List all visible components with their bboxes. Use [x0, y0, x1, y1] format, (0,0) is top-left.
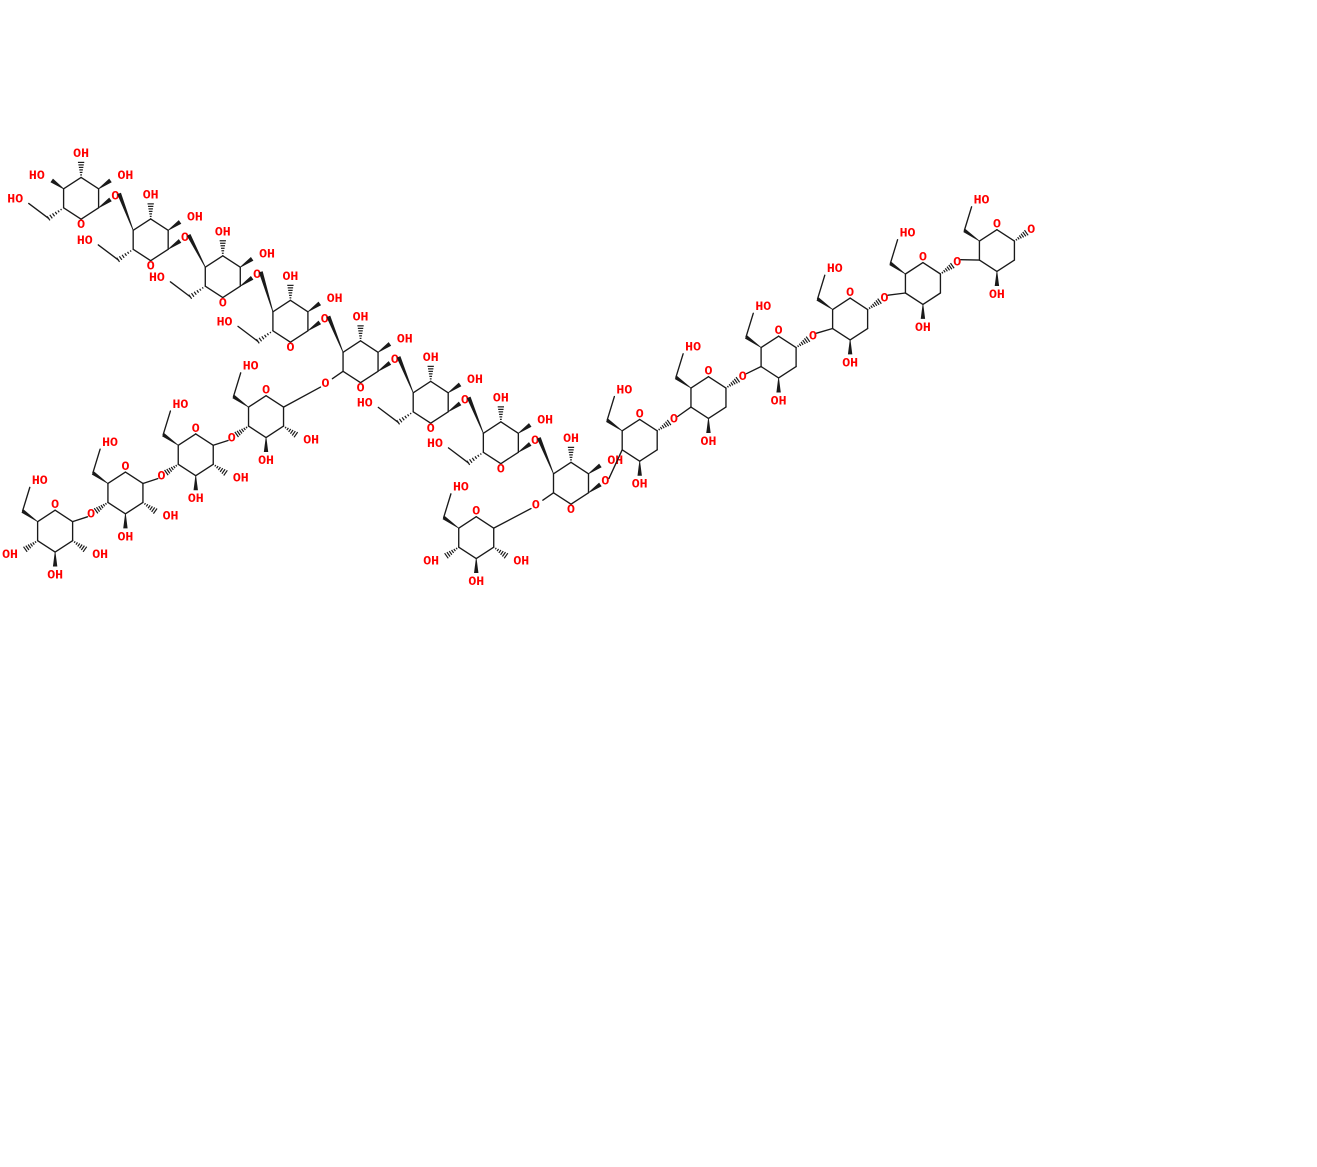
svg-text:OH: OH: [188, 491, 204, 506]
svg-text:O: O: [77, 217, 85, 232]
svg-text:OH: OH: [842, 355, 858, 370]
svg-text:OH: OH: [701, 434, 717, 449]
svg-text:O: O: [567, 502, 575, 517]
svg-text:OH: OH: [468, 574, 484, 589]
svg-text:OH: OH: [118, 529, 134, 544]
svg-text:O: O: [192, 421, 200, 436]
svg-text:OH: OH: [513, 553, 529, 568]
svg-text:OH: OH: [163, 509, 179, 524]
svg-text:HO: HO: [217, 315, 233, 330]
svg-text:OH: OH: [143, 187, 159, 202]
svg-text:HO: HO: [827, 261, 843, 276]
svg-text:O: O: [846, 285, 854, 300]
svg-text:HO: HO: [453, 480, 469, 495]
svg-text:O: O: [228, 430, 236, 445]
svg-text:O: O: [704, 364, 712, 379]
svg-text:O: O: [1027, 222, 1035, 237]
svg-text:OH: OH: [467, 372, 483, 387]
svg-text:OH: OH: [282, 269, 298, 284]
svg-text:OH: OH: [537, 413, 553, 428]
svg-text:O: O: [219, 296, 227, 311]
svg-text:O: O: [919, 250, 927, 265]
svg-text:O: O: [181, 230, 189, 245]
svg-text:O: O: [51, 497, 59, 512]
svg-text:HO: HO: [243, 359, 259, 374]
svg-text:HO: HO: [29, 168, 45, 183]
svg-text:O: O: [357, 381, 365, 396]
svg-text:OH: OH: [915, 320, 931, 335]
svg-text:HO: HO: [900, 226, 916, 241]
svg-text:OH: OH: [117, 168, 133, 183]
svg-text:OH: OH: [563, 431, 579, 446]
svg-text:HO: HO: [32, 473, 48, 488]
svg-text:O: O: [262, 383, 270, 398]
svg-text:O: O: [953, 255, 961, 270]
svg-text:O: O: [427, 421, 435, 436]
svg-text:HO: HO: [149, 270, 165, 285]
svg-text:O: O: [880, 290, 888, 305]
svg-text:OH: OH: [92, 547, 108, 562]
svg-text:O: O: [532, 498, 540, 513]
svg-text:OH: OH: [259, 246, 275, 261]
svg-text:O: O: [286, 340, 294, 355]
svg-text:O: O: [601, 474, 609, 489]
svg-text:O: O: [993, 217, 1001, 232]
svg-text:OH: OH: [187, 210, 203, 225]
svg-text:HO: HO: [974, 193, 990, 208]
svg-text:HO: HO: [427, 436, 443, 451]
svg-text:HO: HO: [77, 233, 93, 248]
svg-text:OH: OH: [2, 547, 18, 562]
svg-text:OH: OH: [353, 309, 369, 324]
svg-text:OH: OH: [233, 471, 249, 486]
svg-text:O: O: [739, 369, 747, 384]
svg-text:OH: OH: [397, 332, 413, 347]
svg-text:HO: HO: [755, 299, 771, 314]
svg-text:O: O: [321, 376, 329, 391]
svg-text:HO: HO: [7, 192, 23, 207]
svg-text:HO: HO: [102, 435, 118, 450]
svg-text:OH: OH: [423, 553, 439, 568]
svg-text:O: O: [157, 469, 165, 484]
svg-text:O: O: [670, 412, 678, 427]
svg-text:OH: OH: [327, 291, 343, 306]
svg-text:O: O: [472, 504, 480, 519]
svg-text:OH: OH: [771, 393, 787, 408]
svg-text:O: O: [87, 507, 95, 522]
svg-text:OH: OH: [303, 432, 319, 447]
svg-text:OH: OH: [73, 146, 89, 161]
svg-text:O: O: [636, 406, 644, 421]
svg-text:HO: HO: [172, 397, 188, 412]
svg-text:O: O: [809, 328, 817, 343]
svg-text:HO: HO: [357, 396, 373, 411]
svg-text:O: O: [497, 462, 505, 477]
svg-text:OH: OH: [423, 350, 439, 365]
svg-text:OH: OH: [493, 390, 509, 405]
svg-text:OH: OH: [215, 224, 231, 239]
svg-text:OH: OH: [632, 477, 648, 492]
svg-text:OH: OH: [258, 453, 274, 468]
svg-text:O: O: [775, 323, 783, 338]
svg-text:HO: HO: [616, 382, 632, 397]
svg-text:OH: OH: [47, 568, 63, 583]
svg-text:OH: OH: [989, 287, 1005, 302]
svg-text:HO: HO: [685, 340, 701, 355]
svg-text:O: O: [121, 459, 129, 474]
